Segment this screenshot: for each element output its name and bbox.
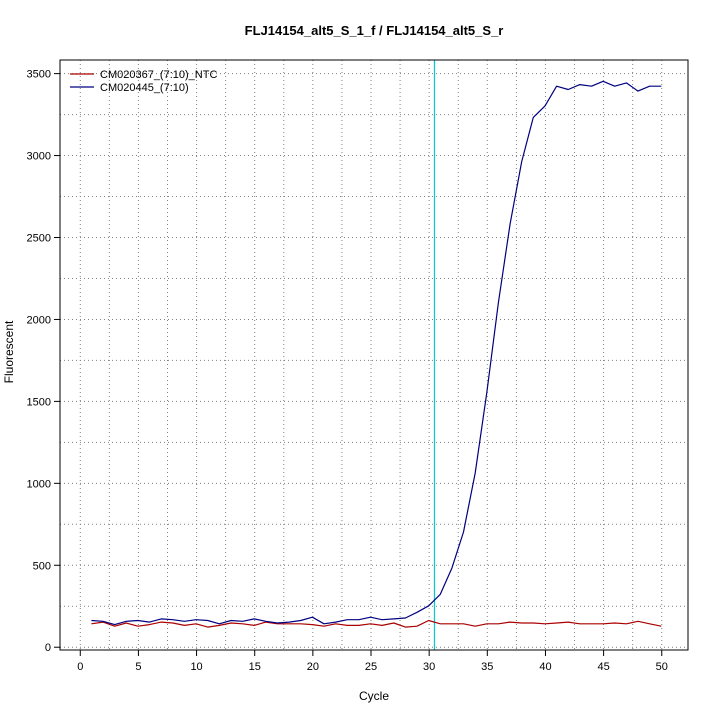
y-tick-label: 3000	[27, 151, 51, 163]
series-line-2	[91, 80, 662, 626]
x-tick-label: 5	[135, 661, 141, 673]
y-tick-label: 2000	[27, 314, 51, 326]
x-tick-label: 0	[77, 661, 83, 673]
chart-title: FLJ14154_alt5_S_1_f / FLJ14154_alt5_S_r	[245, 23, 504, 38]
y-tick-label: 3500	[27, 69, 51, 81]
plot-frame	[59, 59, 689, 651]
y-axis-label: Fluorescent	[2, 320, 16, 383]
x-tick-label: 25	[365, 661, 377, 673]
y-tick-label: 0	[45, 642, 51, 654]
grid-layer	[60, 60, 688, 650]
x-tick-label: 30	[423, 661, 435, 673]
legend-label-2: CM020445_(7:10)	[100, 82, 189, 94]
x-tick-label: 35	[481, 661, 493, 673]
x-tick-label: 45	[597, 661, 609, 673]
legend-label-1: CM020367_(7:10)_NTC	[100, 69, 217, 81]
x-tick-label: 40	[539, 661, 551, 673]
x-tick-label: 50	[656, 661, 668, 673]
x-tick-label: 10	[190, 661, 202, 673]
series-line-1	[91, 619, 662, 628]
x-tick-label: 15	[249, 661, 261, 673]
y-tick-label: 1000	[27, 478, 51, 490]
x-axis-label: Cycle	[359, 689, 389, 703]
y-tick-label: 500	[33, 560, 51, 572]
x-tick-label: 20	[307, 661, 319, 673]
series-layer	[91, 80, 662, 628]
y-tick-label: 2500	[27, 233, 51, 245]
y-tick-label: 1500	[27, 396, 51, 408]
axis-layer: 0 5 10 15 20 25 30 35 40 45 5005001000150020002500…	[27, 69, 668, 673]
